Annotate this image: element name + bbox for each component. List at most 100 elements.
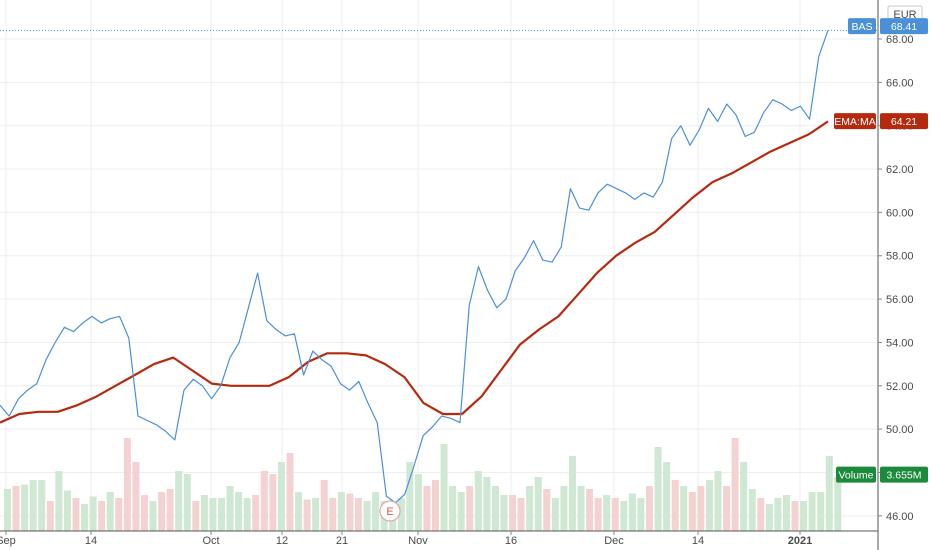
volume-bar: [432, 480, 439, 531]
volume-bar: [474, 471, 482, 531]
volume-bar: [277, 462, 285, 531]
volume-bar: [740, 462, 748, 531]
volume-bar: [363, 501, 371, 531]
volume-bar: [440, 444, 448, 531]
volume-bar: [586, 489, 594, 531]
volume-bar: [628, 493, 636, 531]
volume-tag: Volume 3.655M: [836, 466, 928, 483]
earnings-marker[interactable]: E: [379, 500, 401, 522]
price-tick-label: 66.00: [886, 77, 914, 89]
price-tick-label: 60.00: [886, 207, 914, 219]
volume-bar: [449, 486, 457, 531]
price-axis-ticks: 46.0048.0050.0052.0054.0056.0058.0060.00…: [878, 34, 914, 523]
volume-bar: [620, 501, 628, 531]
volume-bar: [757, 498, 765, 531]
volume-bar: [175, 471, 183, 531]
volume-bar: [123, 438, 131, 531]
volume-last-value: 3.655M: [886, 470, 921, 482]
ema-series-line: [0, 120, 829, 424]
volume-bar: [603, 495, 611, 531]
volume-bar: [183, 474, 191, 531]
volume-bar: [63, 490, 71, 531]
bas-last-value: 68.41: [891, 21, 917, 33]
volume-bar: [714, 471, 722, 531]
ema-series-name: EMA:MA: [834, 116, 875, 128]
currency-text: EUR: [893, 9, 916, 21]
time-tick-label: 14: [692, 535, 704, 547]
volume-bar: [295, 492, 303, 531]
volume-bar: [808, 492, 816, 531]
grid-lines: [0, 0, 878, 531]
volume-bar: [286, 453, 294, 531]
volume-bar: [457, 492, 465, 531]
volume-bar: [491, 486, 499, 531]
volume-bar: [192, 501, 200, 531]
volume-bar: [329, 498, 337, 531]
volume-bar: [260, 471, 268, 531]
volume-bar: [577, 486, 585, 531]
volume-bar: [149, 501, 157, 531]
volume-bar: [688, 492, 696, 531]
volume-bar: [774, 498, 782, 531]
volume-bar: [243, 498, 251, 531]
ema-last-value: 64.21: [891, 116, 917, 128]
volume-bar: [825, 456, 833, 531]
volume-bar: [517, 498, 525, 531]
time-tick-label: 14: [85, 535, 97, 547]
time-tick-label: 12: [276, 535, 288, 547]
volume-bar: [397, 498, 405, 531]
volume-bar: [200, 495, 208, 531]
volume-bar: [800, 501, 808, 531]
price-tick-label: 58.00: [886, 251, 914, 263]
volume-bar: [158, 492, 166, 531]
volume-bar: [235, 492, 243, 531]
volume-bar: [55, 471, 63, 531]
volume-bar: [543, 489, 551, 531]
volume-bar: [817, 492, 825, 531]
volume-bar: [680, 486, 688, 531]
volume-bar: [611, 498, 619, 531]
volume-bar: [89, 496, 97, 531]
volume-bar: [705, 480, 713, 531]
volume-bar: [372, 492, 380, 531]
bas-series-name: BAS: [851, 21, 872, 33]
volume-bar: [509, 495, 517, 531]
bas-series-line: [0, 30, 829, 504]
volume-bar: [132, 462, 140, 531]
price-tick-label: 68.00: [886, 34, 914, 46]
volume-bar: [791, 501, 799, 531]
time-tick-label: 16: [505, 535, 517, 547]
volume-bar: [406, 462, 414, 531]
price-tick-label: 52.00: [886, 381, 914, 393]
volume-bar: [551, 498, 559, 531]
volume-bar: [320, 480, 328, 531]
price-tick-label: 56.00: [886, 294, 914, 306]
time-tick-label: Sep: [0, 535, 16, 547]
volume-bars: [4, 438, 842, 531]
time-tick-label: 21: [336, 535, 348, 547]
volume-bar: [209, 498, 217, 531]
volume-bar: [337, 492, 345, 531]
axis-layer: [0, 0, 879, 550]
volume-bar: [782, 495, 790, 531]
volume-bar: [731, 438, 739, 531]
volume-bar: [29, 480, 37, 531]
volume-bar: [38, 480, 46, 531]
volume-bar: [269, 474, 277, 531]
volume-bar: [423, 486, 431, 531]
volume-bar: [748, 489, 756, 531]
volume-bar: [354, 498, 362, 531]
volume-bar: [303, 499, 311, 531]
volume-bar: [671, 480, 679, 531]
volume-bar: [4, 489, 11, 531]
volume-bar: [500, 495, 508, 531]
volume-bar: [106, 492, 114, 531]
time-axis-ticks: Sep 14 Oct 12 21 Nov 16 Dec 14 2021: [0, 531, 812, 547]
volume-bar: [723, 486, 731, 531]
volume-bar: [466, 486, 474, 531]
volume-bar: [654, 447, 662, 531]
volume-bar: [637, 498, 645, 531]
price-tick-label: 50.00: [886, 424, 914, 436]
time-tick-label: Nov: [408, 535, 428, 547]
